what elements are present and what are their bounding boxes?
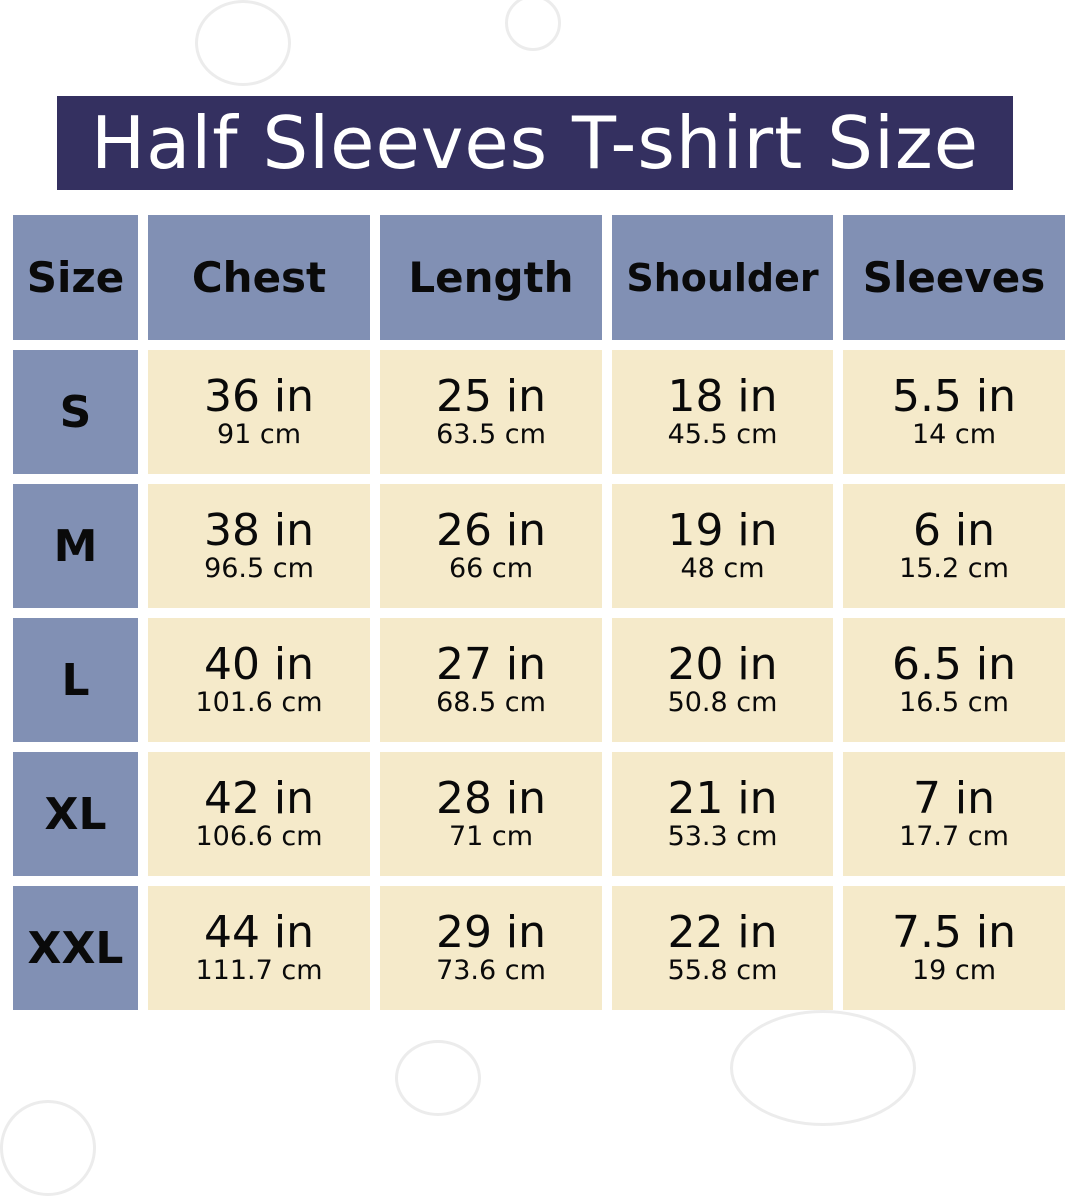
inch-value: 42 in [203, 773, 315, 824]
page-title: Half Sleeves T-shirt Size [57, 96, 1013, 190]
cell-sleeves: 6.5 in 16.5 cm [843, 618, 1065, 742]
cm-value: 15.2 cm [899, 553, 1009, 584]
cell-shoulder: 19 in 48 cm [612, 484, 833, 608]
inch-value: 7 in [912, 773, 996, 824]
inch-value: 38 in [203, 505, 315, 556]
inch-value: 29 in [435, 907, 547, 958]
cell-sleeves: 7 in 17.7 cm [843, 752, 1065, 876]
inch-value: 27 in [435, 639, 547, 690]
size-label: XL [13, 752, 138, 876]
header-chest: Chest [148, 215, 370, 340]
inch-value: 36 in [203, 371, 315, 422]
inch-value: 19 in [667, 505, 778, 556]
cell-chest: 40 in 101.6 cm [148, 618, 370, 742]
heart-doodle [395, 1040, 481, 1116]
cell-shoulder: 20 in 50.8 cm [612, 618, 833, 742]
cm-value: 48 cm [680, 553, 765, 584]
cm-value: 68.5 cm [436, 687, 546, 718]
size-label: L [13, 618, 138, 742]
size-label: S [13, 350, 138, 474]
cell-shoulder: 18 in 45.5 cm [612, 350, 833, 474]
cell-chest: 36 in 91 cm [148, 350, 370, 474]
cm-value: 55.8 cm [667, 955, 778, 986]
header-sleeves: Sleeves [843, 215, 1065, 340]
cell-chest: 42 in 106.6 cm [148, 752, 370, 876]
inch-value: 6 in [912, 505, 996, 556]
size-table: Size Chest Length Shoulder Sleeves S 36 i… [13, 215, 1065, 1010]
cm-value: 63.5 cm [436, 419, 546, 450]
cm-value: 50.8 cm [667, 687, 778, 718]
cm-value: 91 cm [216, 419, 302, 450]
inch-value: 6.5 in [891, 639, 1017, 690]
cell-length: 27 in 68.5 cm [380, 618, 602, 742]
cell-sleeves: 6 in 15.2 cm [843, 484, 1065, 608]
header-size: Size [13, 215, 138, 340]
cell-length: 28 in 71 cm [380, 752, 602, 876]
cell-length: 26 in 66 cm [380, 484, 602, 608]
cell-sleeves: 5.5 in 14 cm [843, 350, 1065, 474]
sheep-doodle [730, 1010, 916, 1126]
cell-shoulder: 22 in 55.8 cm [612, 886, 833, 1010]
cell-chest: 38 in 96.5 cm [148, 484, 370, 608]
cell-length: 25 in 63.5 cm [380, 350, 602, 474]
inch-value: 25 in [435, 371, 547, 422]
cell-chest: 44 in 111.7 cm [148, 886, 370, 1010]
cm-value: 66 cm [448, 553, 534, 584]
cm-value: 71 cm [448, 821, 534, 852]
header-length: Length [380, 215, 602, 340]
inch-value: 21 in [667, 773, 778, 824]
cm-value: 101.6 cm [195, 687, 323, 718]
cell-length: 29 in 73.6 cm [380, 886, 602, 1010]
inch-value: 40 in [203, 639, 315, 690]
inch-value: 20 in [667, 639, 778, 690]
cm-value: 14 cm [911, 419, 997, 450]
cm-value: 16.5 cm [899, 687, 1009, 718]
size-label: M [13, 484, 138, 608]
cm-value: 96.5 cm [204, 553, 314, 584]
cm-value: 111.7 cm [195, 955, 323, 986]
cm-value: 17.7 cm [899, 821, 1009, 852]
inch-value: 5.5 in [891, 371, 1017, 422]
cell-sleeves: 7.5 in 19 cm [843, 886, 1065, 1010]
inch-value: 22 in [667, 907, 778, 958]
inch-value: 7.5 in [891, 907, 1017, 958]
button-doodle [505, 0, 561, 51]
size-label: XXL [13, 886, 138, 1010]
inch-value: 44 in [203, 907, 315, 958]
cm-value: 53.3 cm [667, 821, 778, 852]
cm-value: 106.6 cm [195, 821, 323, 852]
cm-value: 19 cm [911, 955, 997, 986]
cm-value: 45.5 cm [667, 419, 778, 450]
inch-value: 18 in [667, 371, 778, 422]
header-shoulder: Shoulder [612, 215, 833, 340]
cm-value: 73.6 cm [436, 955, 546, 986]
inch-value: 28 in [435, 773, 547, 824]
cell-shoulder: 21 in 53.3 cm [612, 752, 833, 876]
yarn-ball-doodle [0, 1100, 96, 1196]
inch-value: 26 in [435, 505, 547, 556]
yarn-ball-doodle [195, 0, 291, 86]
